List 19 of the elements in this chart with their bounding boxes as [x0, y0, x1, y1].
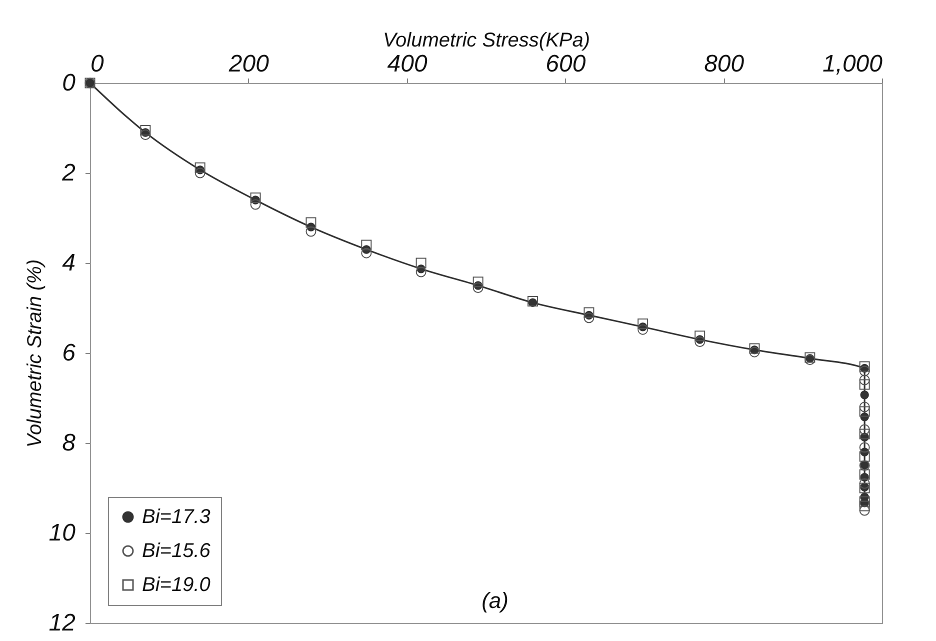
- y-tick-label: 8: [62, 430, 76, 456]
- legend-label: Bi=17.3: [142, 506, 210, 528]
- x-tick-label: 600: [546, 50, 586, 78]
- x-tick-label: 1,000: [822, 50, 884, 78]
- y-tick-label: 10: [48, 520, 76, 546]
- x-tick-label: 800: [704, 50, 745, 78]
- x-axis-title: Volumetric Stress(KPa): [382, 30, 590, 52]
- y-tick-label: 2: [61, 160, 76, 186]
- legend-label: Bi=19.0: [142, 574, 210, 596]
- y-tick-label: 6: [62, 340, 76, 366]
- x-tick-label: 0: [90, 50, 104, 78]
- y-tick-label: 4: [62, 250, 76, 276]
- legend-label: Bi=15.6: [142, 540, 212, 562]
- y-tick-label: 0: [62, 70, 76, 96]
- y-tick-label: 12: [48, 610, 76, 636]
- y-axis-title: Volumetric Strain (%): [24, 259, 46, 448]
- x-tick-label: 200: [228, 50, 270, 78]
- x-tick-label: 400: [387, 50, 428, 78]
- annotation: (a): [482, 588, 508, 613]
